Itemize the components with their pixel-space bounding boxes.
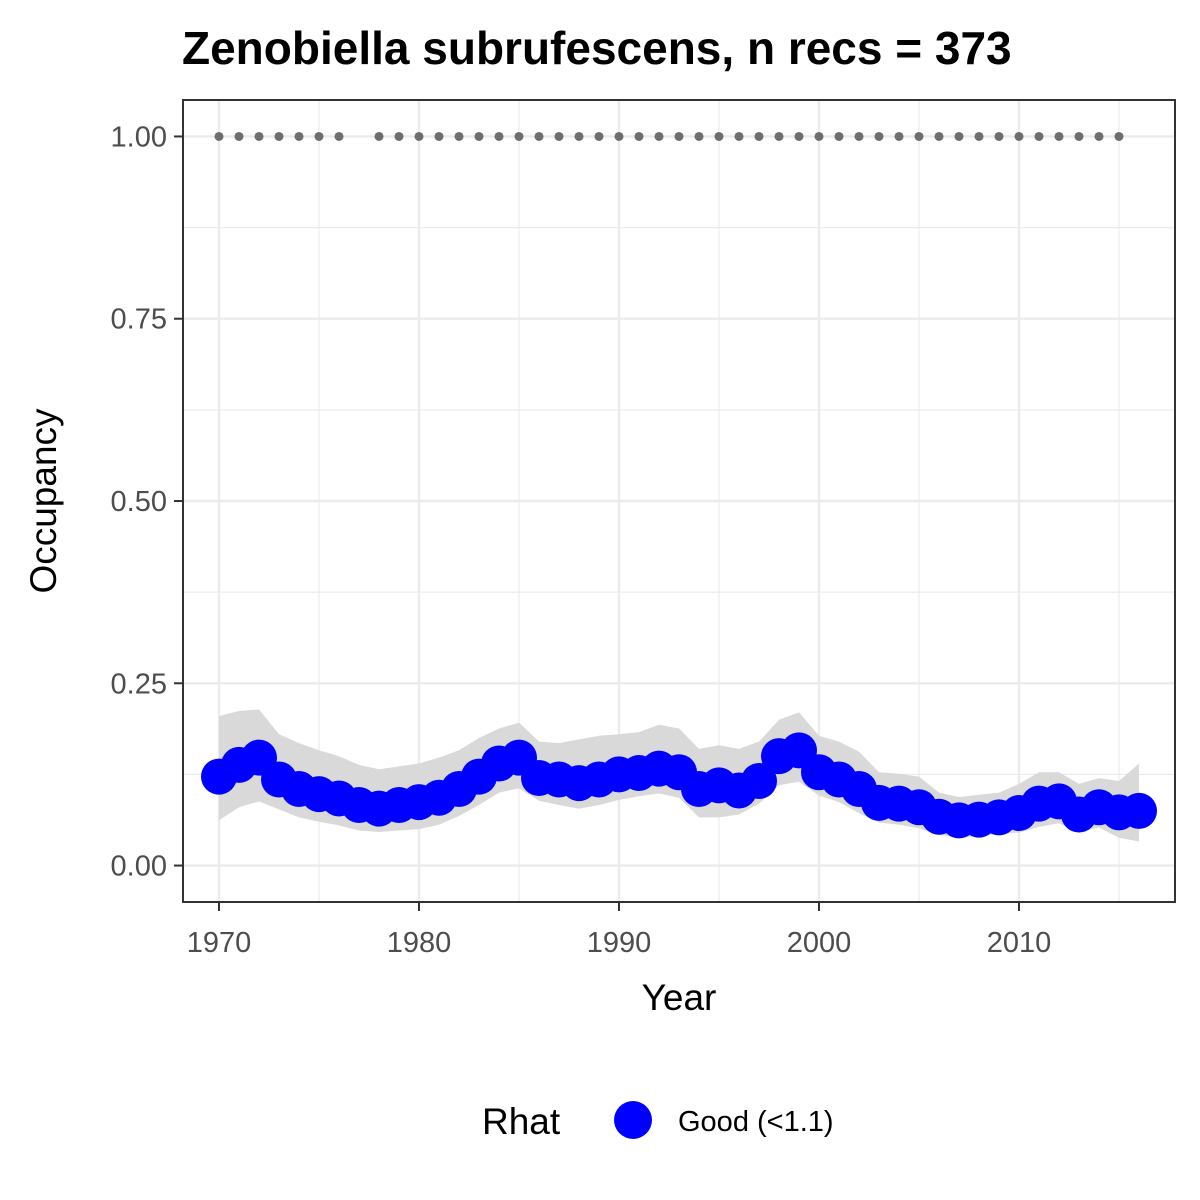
- detection-point: [974, 131, 984, 141]
- detection-point: [494, 131, 504, 141]
- detection-point: [954, 131, 964, 141]
- detection-point: [634, 131, 644, 141]
- detection-point: [734, 131, 744, 141]
- detection-point: [394, 131, 404, 141]
- detection-point: [914, 131, 924, 141]
- legend-label-good: Good (<1.1): [678, 1106, 834, 1138]
- x-tick-label: 2000: [787, 927, 852, 959]
- detection-point: [274, 131, 284, 141]
- y-tick-label: 1.00: [111, 121, 167, 153]
- detection-point: [774, 131, 784, 141]
- x-tick-label: 2010: [987, 927, 1052, 959]
- occupancy-points: [201, 732, 1157, 839]
- x-tick-label: 1990: [587, 927, 652, 959]
- legend-title: Rhat: [482, 1101, 561, 1142]
- detection-point: [254, 131, 264, 141]
- detection-point: [994, 131, 1004, 141]
- detection-point: [854, 131, 864, 141]
- detection-point: [1114, 131, 1124, 141]
- detection-point: [674, 131, 684, 141]
- detection-point: [1014, 131, 1024, 141]
- occupancy-point: [741, 762, 777, 799]
- x-axis-label: Year: [642, 977, 717, 1018]
- detection-point: [594, 131, 604, 141]
- plot-panel: [182, 99, 1176, 903]
- x-tick-label: 1970: [187, 927, 252, 959]
- y-tick-label: 0.75: [111, 304, 167, 336]
- occupancy-point: [1121, 792, 1157, 829]
- detection-point: [434, 131, 444, 141]
- x-axis: 1970 1980 1990 2000 2010: [187, 902, 1052, 959]
- detection-point: [834, 131, 844, 141]
- detection-point: [334, 131, 344, 141]
- detection-point: [234, 131, 244, 141]
- y-axis-label: Occupancy: [23, 408, 64, 594]
- detection-point: [554, 131, 564, 141]
- x-tick-label: 1980: [387, 927, 452, 959]
- detection-point: [654, 131, 664, 141]
- detection-point: [934, 131, 944, 141]
- detection-point: [794, 131, 804, 141]
- y-axis: 0.00 0.25 0.50 0.75 1.00: [111, 121, 183, 883]
- detection-point: [1034, 131, 1044, 141]
- detection-point: [754, 131, 764, 141]
- detection-point: [454, 131, 464, 141]
- y-tick-label: 0.50: [111, 486, 167, 518]
- detection-point: [694, 131, 704, 141]
- detection-points: [214, 131, 1124, 141]
- detection-point: [534, 131, 544, 141]
- detection-point: [314, 131, 324, 141]
- detection-point: [374, 131, 384, 141]
- detection-point: [1094, 131, 1104, 141]
- y-tick-label: 0.25: [111, 668, 167, 700]
- detection-point: [574, 131, 584, 141]
- detection-point: [414, 131, 424, 141]
- detection-point: [1054, 131, 1064, 141]
- detection-point: [614, 131, 624, 141]
- detection-point: [894, 131, 904, 141]
- detection-point: [714, 131, 724, 141]
- detection-point: [814, 131, 824, 141]
- detection-point: [474, 131, 484, 141]
- detection-point: [1074, 131, 1084, 141]
- detection-point: [294, 131, 304, 141]
- detection-point: [874, 131, 884, 141]
- detection-point: [214, 131, 224, 141]
- detection-point: [514, 131, 524, 141]
- y-tick-label: 0.00: [111, 851, 167, 883]
- chart-title: Zenobiella subrufescens, n recs = 373: [182, 22, 1012, 74]
- legend: Rhat Good (<1.1): [482, 1101, 834, 1142]
- legend-key-good: [614, 1101, 652, 1139]
